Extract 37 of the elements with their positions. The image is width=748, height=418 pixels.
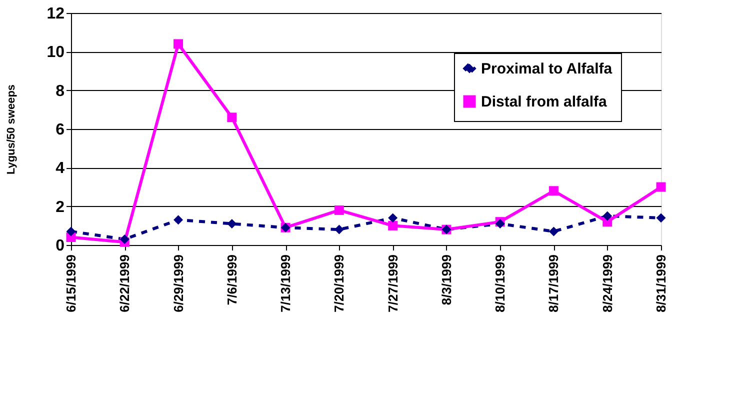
point [227,112,237,122]
x-tick-label: 8/31/1999 [654,254,668,312]
point [656,213,666,223]
legend-label: Distal from alfalfa [481,94,608,110]
point [174,215,184,225]
x-tick-label: 8/10/1999 [492,254,508,312]
y-tick-label: 2 [56,198,65,216]
y-tick-label: 12 [46,6,65,22]
x-tick-label: 7/13/1999 [278,254,294,312]
x-tick-label: 6/15/1999 [64,254,78,312]
point [334,205,344,215]
x-tick-label: 7/20/1999 [332,254,347,312]
point [388,220,398,230]
y-tick-label: 6 [56,122,65,138]
point [388,213,398,223]
y-tick-label: 4 [56,160,65,178]
y-tick-label: 8 [56,82,65,100]
point [602,211,612,221]
x-tick-label: 6/22/1999 [117,254,132,312]
point [227,218,237,228]
point [174,39,184,49]
point [120,234,130,244]
x-tick-label: 6/29/1999 [170,254,186,312]
y-tick-label: 0 [56,238,65,254]
x-tick-label: 7/27/1999 [385,254,400,312]
y-tick-label: 10 [46,44,65,62]
point [548,226,558,236]
y-axis-title: Lygus/50 sweeps [6,84,18,175]
point [548,186,558,196]
x-tick-label: 7/6/1999 [224,254,240,306]
point [334,224,344,234]
point [66,226,76,236]
legend-label: Proximal to Alfalfa [481,60,613,78]
x-tick-label: 8/3/1999 [438,254,454,306]
x-tick-label: 8/24/1999 [600,254,615,312]
point [656,182,666,192]
x-tick-label: 8/17/1999 [546,254,562,312]
